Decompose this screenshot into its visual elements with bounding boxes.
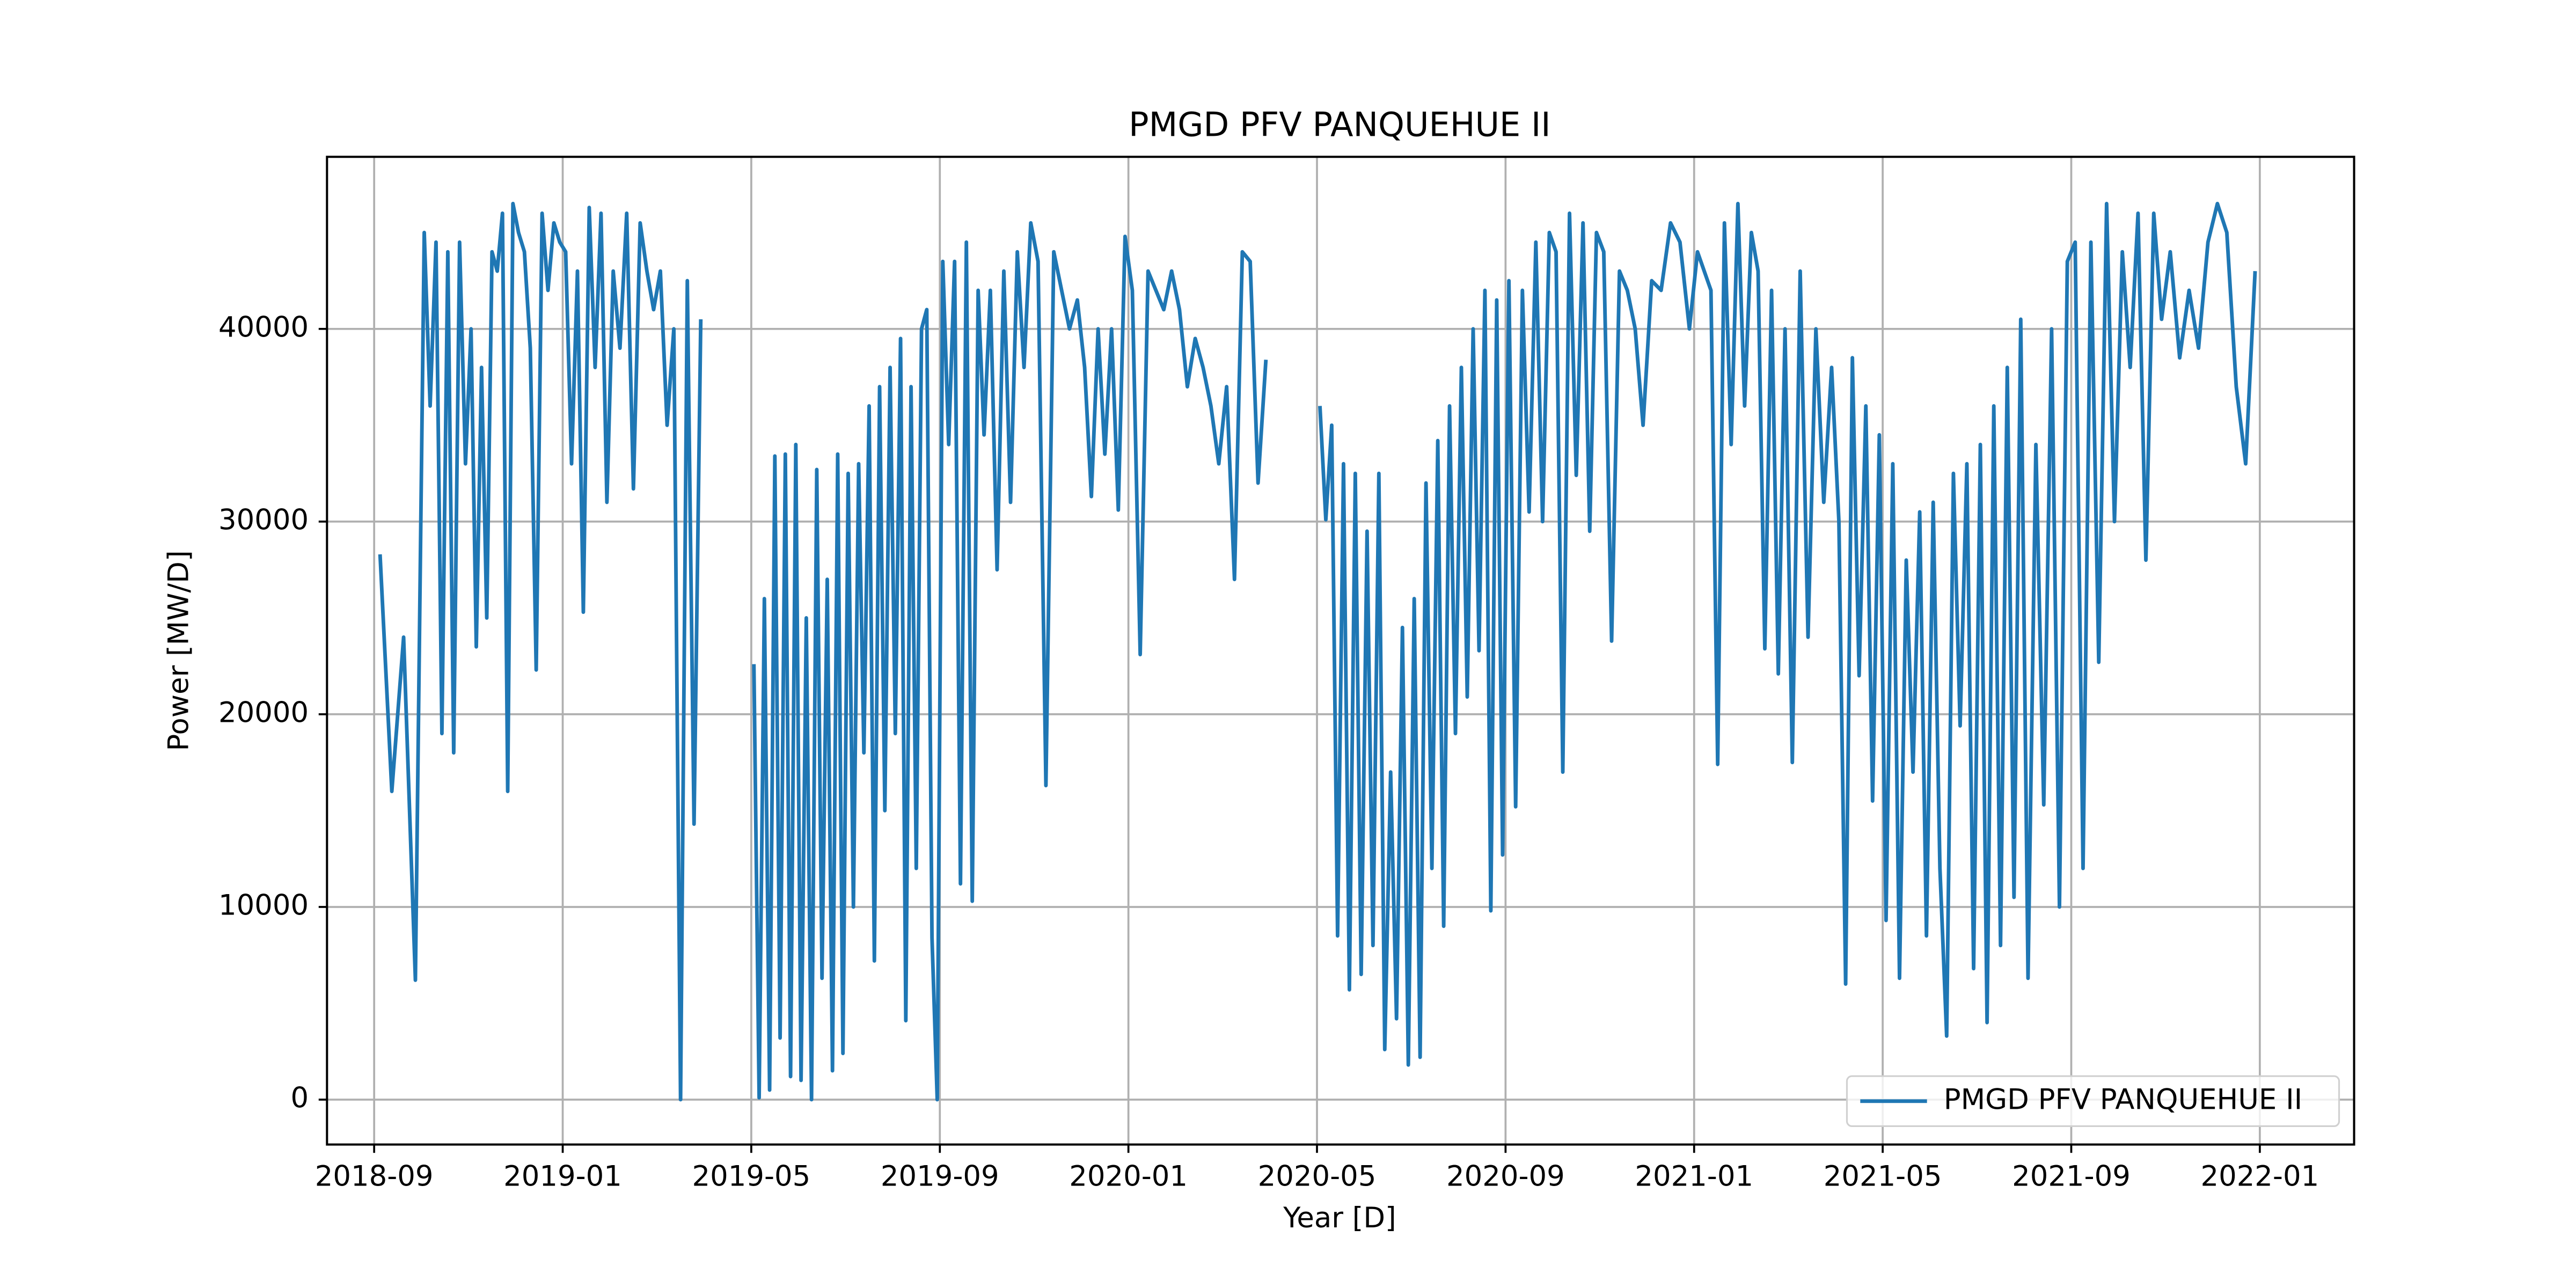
x-tick-label: 2021-01 xyxy=(1635,1160,1753,1192)
x-tick-label: 2020-09 xyxy=(1446,1160,1565,1192)
x-tick-label: 2021-09 xyxy=(2012,1160,2131,1192)
x-tick-label: 2019-09 xyxy=(881,1160,999,1192)
y-tick-label: 30000 xyxy=(218,504,309,537)
plot-area xyxy=(378,202,2257,1102)
y-tick-label: 20000 xyxy=(218,697,309,729)
y-tick-label: 40000 xyxy=(218,311,309,343)
x-tick-label: 2021-05 xyxy=(1824,1160,1942,1192)
x-tick-label: 2022-01 xyxy=(2200,1160,2319,1192)
data-line xyxy=(378,202,2257,1102)
chart-title: PMGD PFV PANQUEHUE II xyxy=(1129,105,1551,144)
x-tick-label: 2018-09 xyxy=(315,1160,434,1192)
axes-frame xyxy=(326,156,2355,1146)
legend: PMGD PFV PANQUEHUE II xyxy=(1846,1075,2340,1127)
legend-box xyxy=(1846,1075,2340,1127)
x-axis-label: Year [D] xyxy=(1283,1202,1396,1234)
x-tick-label: 2020-01 xyxy=(1069,1160,1188,1192)
legend-label: PMGD PFV PANQUEHUE II xyxy=(1944,1083,2303,1116)
y-axis-label: Power [MW/D] xyxy=(162,550,195,751)
x-tick-label: 2020-05 xyxy=(1258,1160,1377,1192)
y-tick-label: 10000 xyxy=(218,889,309,922)
y-tick-label: 0 xyxy=(291,1082,309,1115)
x-tick-label: 2019-05 xyxy=(692,1160,811,1192)
x-tick-label: 2019-01 xyxy=(503,1160,622,1192)
